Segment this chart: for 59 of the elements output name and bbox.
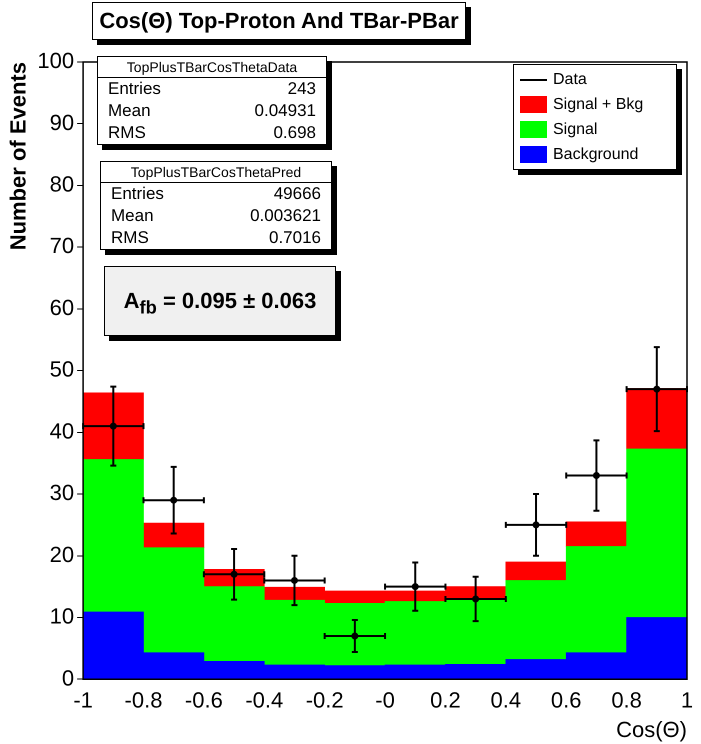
y-tick-label: 70	[50, 233, 74, 258]
annotation: Entries	[111, 183, 164, 205]
y-tick-label: 20	[50, 542, 74, 567]
annotation: A$_{fb}$ = 0.095 ± 0.063	[104, 266, 336, 336]
bar	[143, 522, 204, 548]
y-axis-title: Number of Events	[5, 62, 30, 250]
legend-label: Signal	[553, 120, 598, 140]
point	[230, 570, 238, 578]
x-tick-label: -0.6	[184, 687, 223, 712]
y-tick-label: 90	[50, 110, 74, 135]
x-tick-label: 0.2	[430, 687, 461, 712]
y-tick-label: 100	[37, 48, 74, 74]
point	[351, 632, 358, 640]
annotation: 0.04931	[254, 100, 316, 122]
y-tick-label: 80	[50, 172, 74, 197]
y-tick-label: 60	[50, 294, 74, 320]
annotation: TopPlusTBarCosThetaData	[98, 57, 326, 78]
legend-label: Signal + Bkg	[553, 95, 644, 115]
annotation: RMS	[108, 122, 146, 144]
point	[653, 386, 660, 393]
bar	[626, 388, 687, 450]
x-tick-label: 1	[680, 687, 694, 712]
point	[290, 576, 298, 584]
bar	[566, 521, 627, 547]
y-tick-label: 30	[50, 480, 74, 506]
y-tick-label: 10	[50, 604, 74, 629]
point	[532, 521, 540, 528]
x-tick-label: -1	[73, 687, 93, 712]
annotation: Mean	[111, 205, 154, 227]
annotation: Entries	[108, 78, 161, 100]
bar	[83, 392, 144, 460]
annotation: RMS	[111, 227, 149, 249]
point	[170, 496, 178, 504]
x-tick-label: -0.4	[245, 687, 284, 712]
annotation: TopPlusTBarCosThetaPred	[101, 162, 331, 183]
x-tick-label: -0.8	[124, 687, 162, 712]
x-tick-label: -0.2	[306, 687, 344, 712]
annotation: Mean	[108, 100, 151, 122]
x-tick-label: 0.8	[611, 687, 642, 712]
annotation: 0.7016	[269, 227, 321, 249]
x-axis-title: Cos(Θ)	[616, 716, 687, 742]
y-tick-label: 50	[50, 356, 74, 382]
annotation: 49666	[274, 183, 321, 205]
y-tick-label: 40	[50, 418, 74, 444]
point	[472, 595, 480, 602]
x-tick-label: 0.6	[550, 687, 582, 712]
point	[592, 472, 600, 480]
x-tick-label: 0.4	[490, 687, 522, 712]
bar	[506, 562, 567, 581]
point	[110, 422, 117, 430]
legend-label: Background	[553, 145, 638, 165]
y-tick-label: 0	[62, 665, 74, 690]
annotation: 0.003621	[250, 205, 321, 227]
annotation: 243	[288, 78, 316, 100]
legend-label: Data	[553, 70, 587, 90]
point	[412, 583, 419, 590]
chart-title: Cos(Θ) Top-Proton And TBar-PBar	[92, 2, 466, 40]
x-tick-label: -0	[375, 687, 395, 712]
annotation: 0.698	[273, 122, 316, 144]
